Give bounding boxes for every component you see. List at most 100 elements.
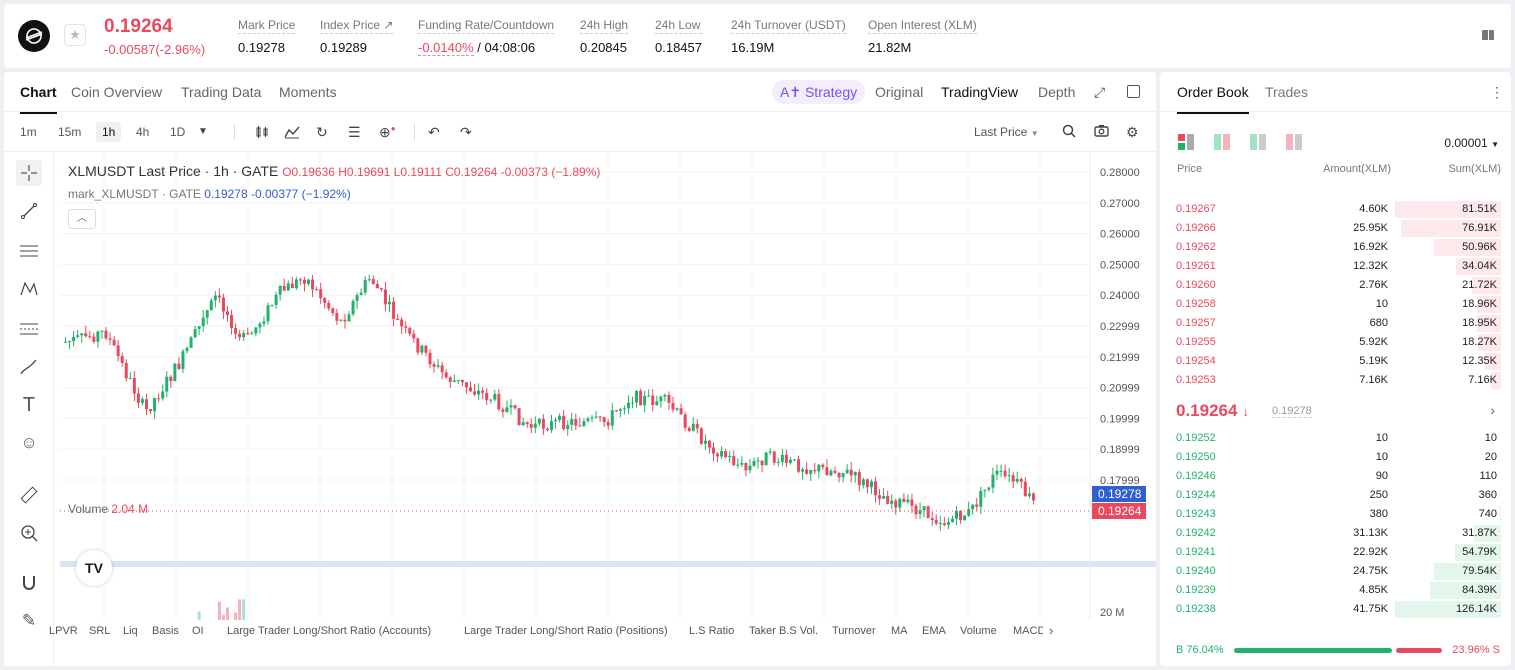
indicator-lpvr[interactable]: LPVR xyxy=(49,625,78,637)
search-icon[interactable] xyxy=(1062,124,1076,141)
candle-body xyxy=(987,487,991,490)
ask-row[interactable]: 0.19254 5.19K 12.35K xyxy=(1160,352,1511,371)
tab-depth[interactable]: Depth xyxy=(1038,84,1076,100)
crosshair-icon[interactable] xyxy=(16,160,42,186)
bid-row[interactable]: 0.19250 10 20 xyxy=(1160,448,1511,467)
indicator-oi[interactable]: OI xyxy=(192,625,204,637)
ask-row[interactable]: 0.19266 25.95K 76.91K xyxy=(1160,219,1511,238)
more-vertical-icon[interactable]: ⋮ xyxy=(1490,84,1504,100)
tab-tradingview[interactable]: TradingView xyxy=(941,84,1019,100)
indicator-liq[interactable]: Liq xyxy=(123,625,138,637)
tab-moments[interactable]: Moments xyxy=(279,84,337,100)
chevron-down-icon: ▼ xyxy=(1030,129,1039,138)
view-asks-icon[interactable] xyxy=(1286,134,1302,150)
tab-original[interactable]: Original xyxy=(875,84,924,100)
indicator-volume[interactable]: Volume xyxy=(960,625,997,637)
template-icon[interactable]: ☰ xyxy=(348,124,361,140)
bid-row[interactable]: 0.19242 31.13K 31.87K xyxy=(1160,524,1511,543)
ask-row[interactable]: 0.19253 7.16K 7.16K xyxy=(1160,371,1511,390)
ask-row[interactable]: 0.19262 16.92K 50.96K xyxy=(1160,238,1511,257)
tab-order-book[interactable]: Order Book xyxy=(1177,84,1249,114)
ask-row[interactable]: 0.19257 680 18.95K xyxy=(1160,314,1511,333)
view-bids-icon[interactable] xyxy=(1250,134,1266,150)
pattern-icon[interactable] xyxy=(16,276,42,302)
tab-chart[interactable]: Chart xyxy=(20,84,57,114)
ask-row[interactable]: 0.19258 10 18.96K xyxy=(1160,295,1511,314)
indicator-srl[interactable]: SRL xyxy=(89,625,111,637)
candle-body xyxy=(140,399,144,403)
candle-body xyxy=(788,459,792,463)
indicators-icon[interactable] xyxy=(284,124,300,143)
price-type-select[interactable]: Last Price ▼ xyxy=(974,125,1039,139)
ask-row[interactable]: 0.19261 12.32K 34.04K xyxy=(1160,257,1511,276)
timeframe-1m[interactable]: 1m xyxy=(20,125,37,139)
chevron-right-icon[interactable]: › xyxy=(1490,402,1495,418)
candle-body xyxy=(254,327,258,334)
timeframe-15m[interactable]: 15m xyxy=(58,125,82,139)
pencil-icon[interactable]: ✎ xyxy=(21,611,37,630)
candle-type-icon[interactable] xyxy=(254,124,270,143)
candle-body xyxy=(963,515,967,521)
ruler-icon[interactable] xyxy=(16,482,42,508)
bid-row[interactable]: 0.19240 24.75K 79.54K xyxy=(1160,562,1511,581)
candle-body xyxy=(132,377,136,394)
indicator-macd[interactable]: MACD xyxy=(1013,625,1043,637)
emoji-icon[interactable]: ☺ xyxy=(20,433,38,452)
settings-gear-icon[interactable]: ⚙ xyxy=(1126,124,1139,140)
timeframe-4h[interactable]: 4h xyxy=(136,125,150,139)
timeframe-dropdown-icon[interactable]: ▼ xyxy=(198,126,208,137)
trend-line-icon[interactable] xyxy=(16,198,42,224)
timeframe-1d[interactable]: 1D xyxy=(170,125,186,139)
price-chart[interactable]: 0.28000 0.27000 0.26000 0.25000 0.24000 0.229… xyxy=(4,152,1156,620)
favorite-star-icon[interactable]: ★ xyxy=(64,24,86,46)
brush-icon[interactable] xyxy=(16,354,42,380)
bid-row[interactable]: 0.19238 41.75K 126.14K xyxy=(1160,600,1511,619)
redo-icon[interactable]: ↷ xyxy=(460,124,472,140)
tab-trades[interactable]: Trades xyxy=(1265,84,1309,100)
horizontal-lines-icon[interactable] xyxy=(16,238,42,264)
zoom-in-icon[interactable] xyxy=(16,520,42,546)
text-tool-icon[interactable]: T xyxy=(22,393,36,416)
camera-icon[interactable] xyxy=(1094,124,1109,141)
view-both-icon[interactable] xyxy=(1178,134,1194,150)
tradingview-logo-icon[interactable]: TV xyxy=(76,550,112,586)
chevron-right-icon[interactable]: › xyxy=(1049,623,1054,638)
candle-body xyxy=(626,402,630,409)
stat-index-price[interactable]: Index Price ↗ 0.19289 xyxy=(320,18,394,55)
expand-icon[interactable]: ⤢ xyxy=(1094,84,1106,100)
view-split-icon[interactable] xyxy=(1214,134,1230,150)
price-tick-label: 0.27000 xyxy=(1100,198,1140,210)
precision-select[interactable]: 0.00001 ▼ xyxy=(1444,136,1499,150)
ask-row[interactable]: 0.19260 2.76K 21.72K xyxy=(1160,276,1511,295)
strategy-button[interactable]: A✝ Strategy xyxy=(772,80,866,104)
ask-row[interactable]: 0.19255 5.92K 18.27K xyxy=(1160,333,1511,352)
bid-row[interactable]: 0.19244 250 360 xyxy=(1160,486,1511,505)
indicator-lt-accounts[interactable]: Large Trader Long/Short Ratio (Accounts) xyxy=(227,625,432,637)
indicator-lt-positions[interactable]: Large Trader Long/Short Ratio (Positions… xyxy=(464,625,668,637)
book-icon[interactable] xyxy=(1481,28,1495,42)
indicator-ma[interactable]: MA xyxy=(891,625,908,637)
timeframe-1h[interactable]: 1h xyxy=(96,122,122,142)
collapse-legend-button[interactable]: ︿ xyxy=(68,209,96,229)
indicator-taker-vol[interactable]: Taker B.S Vol. xyxy=(749,625,819,637)
bid-row[interactable]: 0.19243 380 740 xyxy=(1160,505,1511,524)
bid-row[interactable]: 0.19246 90 110 xyxy=(1160,467,1511,486)
magnet-icon[interactable] xyxy=(16,570,42,596)
window-icon[interactable] xyxy=(1127,85,1140,98)
tab-trading-data[interactable]: Trading Data xyxy=(181,84,262,100)
bid-row[interactable]: 0.19241 22.92K 54.79K xyxy=(1160,543,1511,562)
indicator-turnover[interactable]: Turnover xyxy=(832,625,876,637)
add-alert-icon[interactable]: ⊕● xyxy=(379,124,396,140)
bid-row[interactable]: 0.19252 10 10 xyxy=(1160,429,1511,448)
tab-coin-overview[interactable]: Coin Overview xyxy=(71,84,163,100)
bid-amount: 250 xyxy=(1369,489,1388,501)
indicator-basis[interactable]: Basis xyxy=(152,625,179,637)
indicator-ema[interactable]: EMA xyxy=(922,625,946,637)
indicator-ls-ratio[interactable]: L.S Ratio xyxy=(689,625,735,637)
bid-row[interactable]: 0.19239 4.85K 84.39K xyxy=(1160,581,1511,600)
ask-row[interactable]: 0.19267 4.60K 81.51K xyxy=(1160,200,1511,219)
undo-icon[interactable]: ↶ xyxy=(428,124,440,140)
bid-amount: 41.75K xyxy=(1353,603,1388,615)
replay-icon[interactable]: ↻ xyxy=(316,124,328,140)
fib-icon[interactable] xyxy=(16,316,42,342)
